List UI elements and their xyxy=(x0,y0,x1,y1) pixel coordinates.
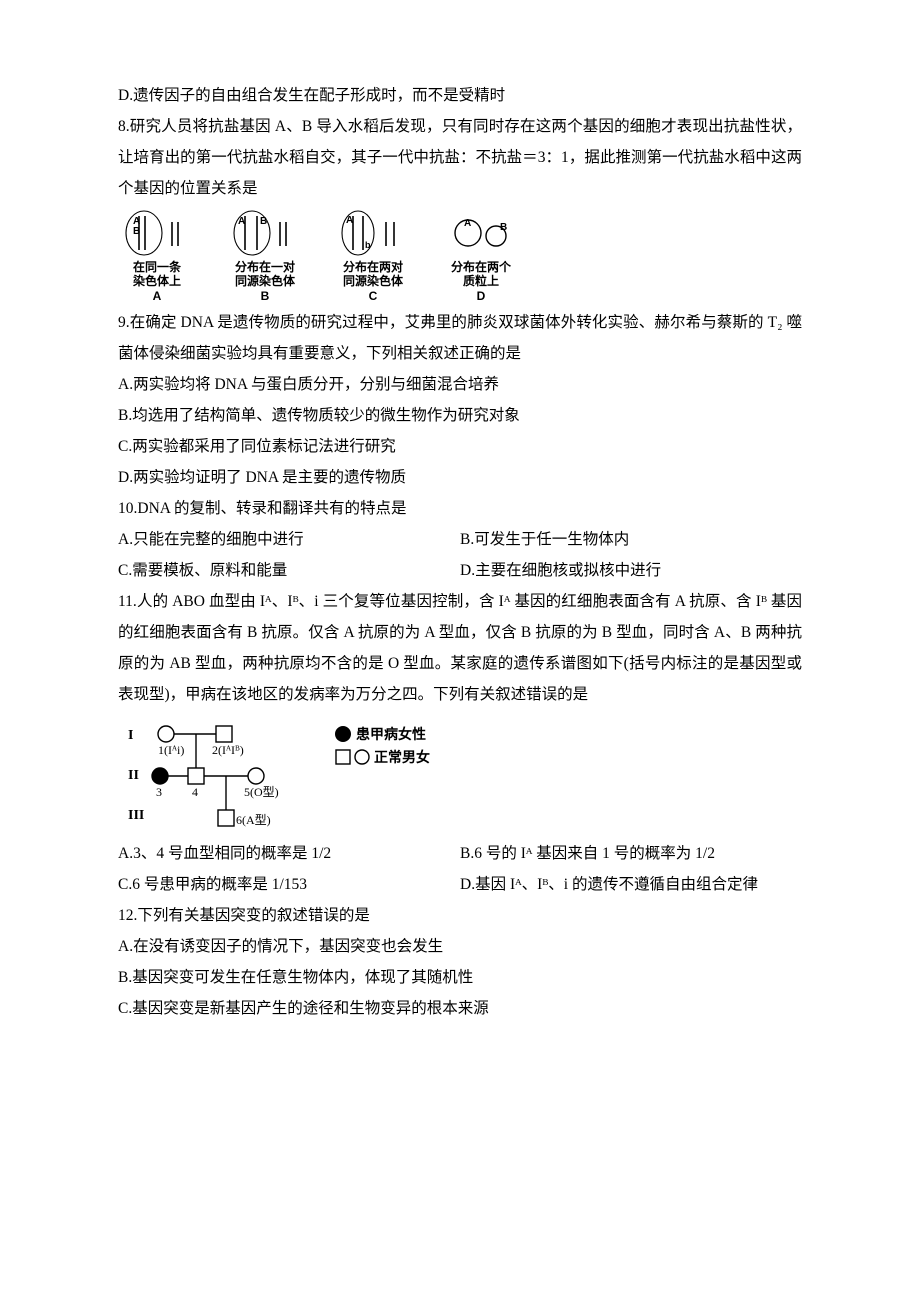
pedigree-person-1 xyxy=(158,726,174,742)
pedigree-person-5 xyxy=(248,768,264,784)
question-9-stem: 9.在确定 DNA 是遗传物质的研究过程中，艾弗里的肺炎双球菌体外转化实验、赫尔… xyxy=(118,307,802,369)
question-10-option-c: C.需要模板、原料和能量 xyxy=(118,555,460,586)
legend-normal-female-icon xyxy=(355,750,369,764)
question-12-option-a: A.在没有诱变因子的情况下，基因突变也会发生 xyxy=(118,931,802,962)
svg-text:A: A xyxy=(346,215,353,226)
svg-text:b: b xyxy=(365,240,371,250)
pedigree-person-3-affected xyxy=(152,768,168,784)
q8-option-c-caption: 分布在两对 同源染色体 C xyxy=(334,260,412,303)
legend-normal-label: 正常男女 xyxy=(374,749,430,765)
pedigree-label-5: 5(O型) xyxy=(244,785,279,799)
question-12-option-b: B.基因突变可发生在任意生物体内，体现了其随机性 xyxy=(118,962,802,993)
question-9-option-c: C.两实验都采用了同位素标记法进行研究 xyxy=(118,431,802,462)
pedigree-label-2: 2(IᴬIᴮ) xyxy=(212,743,244,757)
question-10-option-d: D.主要在细胞核或拟核中进行 xyxy=(460,555,802,586)
q8-option-b: A B 分布在一对 同源染色体 B xyxy=(226,208,304,303)
question-10-option-a: A.只能在完整的细胞中进行 xyxy=(118,524,460,555)
pedigree-label-4: 4 xyxy=(192,785,198,799)
pedigree-label-3: 3 xyxy=(156,785,162,799)
legend-normal-male-icon xyxy=(336,750,350,764)
q8-option-b-caption: 分布在一对 同源染色体 B xyxy=(226,260,304,303)
q8-option-c: A b 分布在两对 同源染色体 C xyxy=(334,208,412,303)
q8-option-d-caption: 分布在两个 质粒上 D xyxy=(442,260,520,303)
question-10-options-row2: C.需要模板、原料和能量 D.主要在细胞核或拟核中进行 xyxy=(118,555,802,586)
svg-text:B: B xyxy=(260,216,267,227)
question-11-options-row2: C.6 号患甲病的概率是 1/153 D.基因 Iᴬ、Iᴮ、i 的遗传不遵循自由… xyxy=(118,869,802,900)
question-11-option-c: C.6 号患甲病的概率是 1/153 xyxy=(118,869,460,900)
question-11-options-row1: A.3、4 号血型相同的概率是 1/2 B.6 号的 Iᴬ 基因来自 1 号的概… xyxy=(118,838,802,869)
pedigree-label-6: 6(A型) xyxy=(236,813,271,827)
pedigree-person-6 xyxy=(218,810,234,826)
question-11-stem: 11.人的 ABO 血型由 Iᴬ、Iᴮ、i 三个复等位基因控制，含 Iᴬ 基因的… xyxy=(118,586,802,710)
question-8-stem: 8.研究人员将抗盐基因 A、B 导入水稻后发现，只有同时存在这两个基因的细胞才表… xyxy=(118,111,802,204)
question-10-option-b: B.可发生于任一生物体内 xyxy=(460,524,802,555)
question-11-option-d: D.基因 Iᴬ、Iᴮ、i 的遗传不遵循自由组合定律 xyxy=(460,869,802,900)
q8-option-d: A B 分布在两个 质粒上 D xyxy=(442,208,520,303)
question-9-option-d: D.两实验均证明了 DNA 是主要的遗传物质 xyxy=(118,462,802,493)
legend-affected-female-icon xyxy=(335,726,351,742)
question-8-figure: A B 在同一条 染色体上 A A B 分布在一对 同源染色体 B xyxy=(118,208,802,303)
question-12-option-c: C.基因突变是新基因产生的途径和生物变异的根本来源 xyxy=(118,993,802,1024)
q8-option-a-caption: 在同一条 染色体上 A xyxy=(118,260,196,303)
question-11-option-b: B.6 号的 Iᴬ 基因来自 1 号的概率为 1/2 xyxy=(460,838,802,869)
gen-label-III: III xyxy=(128,808,144,823)
pedigree-label-1: 1(Iᴬi) xyxy=(158,743,184,757)
gen-label-II: II xyxy=(128,768,139,783)
svg-text:A: A xyxy=(238,216,245,227)
question-10-options-row1: A.只能在完整的细胞中进行 B.可发生于任一生物体内 xyxy=(118,524,802,555)
question-10-stem: 10.DNA 的复制、转录和翻译共有的特点是 xyxy=(118,493,802,524)
question-9-option-a: A.两实验均将 DNA 与蛋白质分开，分别与细菌混合培养 xyxy=(118,369,802,400)
question-12-stem: 12.下列有关基因突变的叙述错误的是 xyxy=(118,900,802,931)
svg-text:B: B xyxy=(133,226,140,237)
chromosome-same-icon: A B xyxy=(122,208,192,258)
pedigree-person-2 xyxy=(216,726,232,742)
gen-label-I: I xyxy=(128,728,133,743)
svg-text:A: A xyxy=(464,218,471,229)
question-7-option-d: D.遗传因子的自由组合发生在配子形成时，而不是受精时 xyxy=(118,80,802,111)
plasmid-icon: A B xyxy=(446,208,516,258)
question-11-option-a: A.3、4 号血型相同的概率是 1/2 xyxy=(118,838,460,869)
chromosome-two-pairs-icon: A b xyxy=(338,208,408,258)
chromosome-homolog-icon: A B xyxy=(230,208,300,258)
pedigree-person-4 xyxy=(188,768,204,784)
document-page: D.遗传因子的自由组合发生在配子形成时，而不是受精时 8.研究人员将抗盐基因 A… xyxy=(0,0,920,1302)
pedigree-figure: I II III 1(Iᴬi) 2(IᴬIᴮ) 3 4 5(O型) 6(A xyxy=(118,714,802,834)
q8-option-a: A B 在同一条 染色体上 A xyxy=(118,208,196,303)
svg-text:B: B xyxy=(500,222,507,233)
question-9-option-b: B.均选用了结构简单、遗传物质较少的微生物作为研究对象 xyxy=(118,400,802,431)
legend-affected-female-label: 患甲病女性 xyxy=(356,726,426,742)
